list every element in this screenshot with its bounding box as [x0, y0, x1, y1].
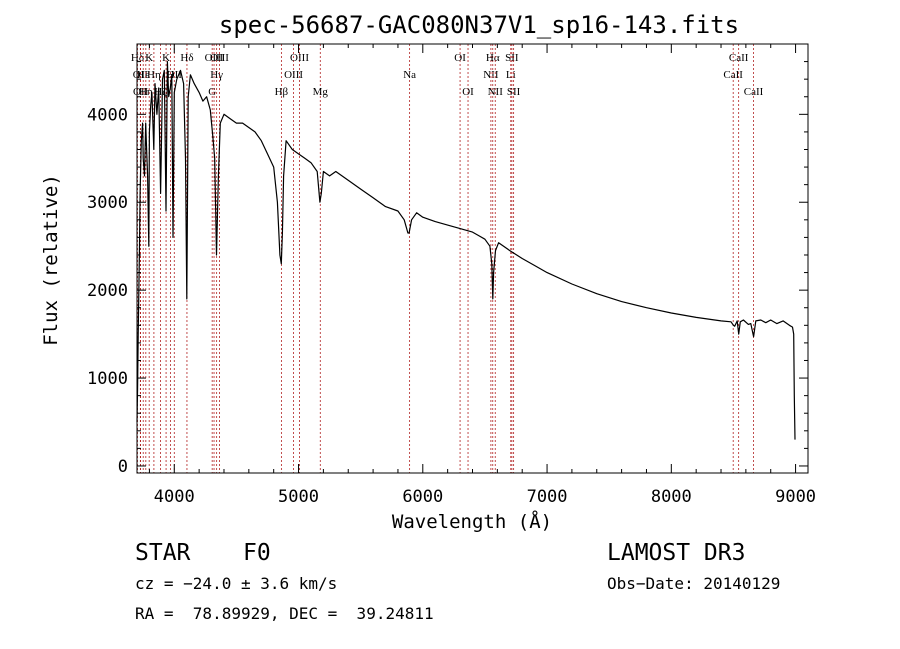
line-label: Hη	[139, 86, 153, 98]
y-axis-ticks: 0 1000 2000 3000 4000	[87, 61, 808, 477]
x-axis-label: Wavelength (Å)	[392, 510, 552, 533]
object-class: STAR	[135, 540, 191, 566]
spectrum-line	[136, 60, 796, 440]
x-axis-ticks: 4000 5000 6000 7000 8000 9000	[148, 44, 816, 507]
line-label: H	[166, 69, 174, 81]
x-tick-label: 8000	[651, 487, 692, 507]
line-label: K	[145, 52, 153, 64]
line-label: Mg	[313, 86, 329, 98]
line-label: CaII	[744, 86, 764, 98]
survey-name: LAMOST DR3	[607, 540, 745, 566]
line-label: OIII	[205, 52, 224, 64]
x-tick-label: 7000	[527, 487, 568, 507]
line-label: Na	[403, 69, 416, 81]
y-tick-label: 1000	[87, 369, 128, 389]
line-label: Hγ	[210, 69, 223, 81]
line-label: Hη	[147, 69, 161, 81]
line-label: CaII	[729, 52, 749, 64]
object-subclass: F0	[243, 540, 271, 566]
y-tick-label: 2000	[87, 281, 128, 301]
spectral-line-markers: HδOIIOIIHεHηKHηHζKHHδOIIGOIIIHγOIIIHβOII…	[131, 44, 764, 473]
line-label: OII	[167, 69, 183, 81]
line-label: SII	[507, 86, 521, 98]
chart-title: spec-56687-GAC080N37V1_sp16-143.fits	[219, 11, 739, 39]
line-label: OI	[462, 86, 474, 98]
x-tick-label: 4000	[154, 487, 195, 507]
coordinates-text: RA = 78.89929, DEC = 39.24811	[135, 604, 434, 623]
line-label: NII	[488, 86, 504, 98]
line-label: Li	[506, 69, 516, 81]
x-tick-label: 6000	[402, 487, 443, 507]
redshift-text: cz = −24.0 ± 3.6 km/s	[135, 574, 337, 593]
x-tick-label: 5000	[278, 487, 319, 507]
line-label: CaII	[723, 69, 743, 81]
line-label: G	[208, 86, 216, 98]
line-label: SII	[505, 52, 519, 64]
obs-date: Obs−Date: 20140129	[607, 574, 780, 593]
line-label: OIII	[210, 52, 229, 64]
x-tick-label: 9000	[775, 487, 816, 507]
line-label: OI	[454, 52, 466, 64]
y-tick-label: 4000	[87, 105, 128, 125]
line-label: NII	[483, 69, 499, 81]
line-label: Hε	[137, 69, 150, 81]
y-tick-label: 3000	[87, 193, 128, 213]
y-axis-label: Flux (relative)	[40, 174, 62, 346]
line-label: Hβ	[275, 86, 289, 98]
line-label: K	[162, 52, 170, 64]
line-label: OIII	[290, 52, 309, 64]
line-label: Hα	[486, 52, 500, 64]
spectrum-series	[136, 60, 796, 440]
line-label: OIII	[284, 69, 303, 81]
y-tick-label: 0	[118, 457, 128, 477]
line-label: Hδ	[180, 52, 193, 64]
